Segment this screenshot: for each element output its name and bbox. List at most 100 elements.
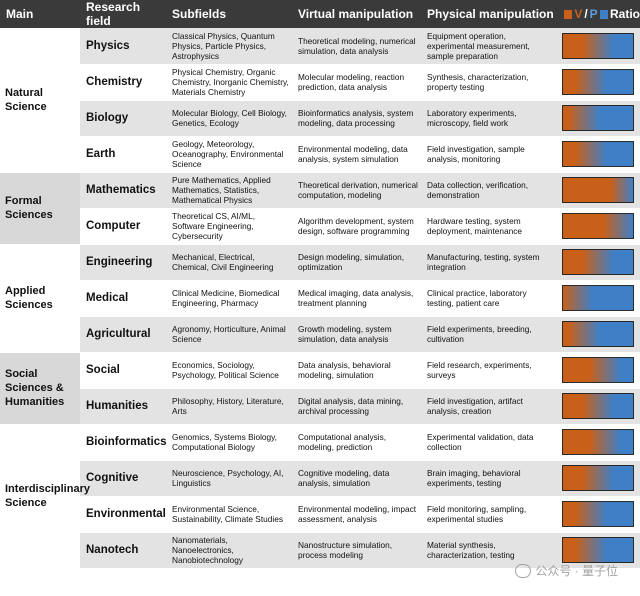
physical-cell: Field investigation, sample analysis, mo… [421, 136, 558, 173]
ratio-cell [558, 136, 640, 173]
physical-cell: Synthesis, characterization, property te… [421, 64, 558, 101]
ratio-cell [558, 64, 640, 101]
physical-legend-swatch [599, 9, 608, 19]
research-field: Engineering [80, 244, 166, 281]
subfields-cell: Theoretical CS, AI/ML, Software Engineer… [166, 208, 292, 245]
table-row: Humanities Philosophy, History, Literatur… [0, 388, 640, 425]
research-field: Computer [80, 208, 166, 245]
ratio-bar [562, 141, 634, 167]
research-field: Physics [80, 28, 166, 65]
virtual-cell: Nanostructure simulation, process modeli… [292, 532, 421, 569]
subfields-cell: Philosophy, History, Literature, Arts [166, 388, 292, 425]
ratio-bar [562, 501, 634, 527]
watermark-text: 公众号 · 量子位 [535, 564, 618, 578]
header-row: Main Research field Subfields Virtual ma… [0, 0, 640, 28]
table-row: Cognitive Neuroscience, Psychology, AI, L… [0, 460, 640, 497]
ratio-cell [558, 28, 640, 65]
virtual-cell: Molecular modeling, reaction prediction,… [292, 64, 421, 101]
research-field: Medical [80, 280, 166, 317]
subfields-cell: Nanomaterials, Nanoelectronics, Nanobiot… [166, 532, 292, 569]
research-field: Cognitive [80, 460, 166, 497]
subfields-cell: Mechanical, Electrical, Chemical, Civil … [166, 244, 292, 281]
ratio-cell [558, 352, 640, 389]
virtual-cell: Theoretical modeling, numerical simulati… [292, 28, 421, 65]
ratio-bar [562, 249, 634, 275]
ratio-bar [562, 285, 634, 311]
research-field: Earth [80, 136, 166, 173]
subfields-cell: Pure Mathematics, Applied Mathematics, S… [166, 172, 292, 209]
virtual-cell: Data analysis, behavioral modeling, simu… [292, 352, 421, 389]
ratio-cell [558, 424, 640, 461]
ratio-bar [562, 465, 634, 491]
table-row: Social Sciences & Humanities Social Econom… [0, 352, 640, 425]
subfields-cell: Clinical Medicine, Biomedical Engineerin… [166, 280, 292, 317]
ratio-cell [558, 208, 640, 245]
virtual-cell: Growth modeling, system simulation, data… [292, 316, 421, 353]
physical-cell: Equipment operation, experimental measur… [421, 28, 558, 65]
physical-cell: Field investigation, artifact analysis, … [421, 388, 558, 425]
virtual-cell: Theoretical derivation, numerical comput… [292, 172, 421, 209]
ratio-cell [558, 172, 640, 209]
ratio-cell [558, 496, 640, 533]
ratio-bar [562, 177, 634, 203]
table-row: Earth Geology, Meteorology, Oceanography,… [0, 136, 640, 173]
virtual-cell: Environmental modeling, data analysis, s… [292, 136, 421, 173]
header-virtual: Virtual manipulation [298, 7, 414, 21]
header-subfields: Subfields [172, 7, 227, 21]
wechat-icon [515, 563, 532, 578]
header-field: Research field [86, 0, 141, 28]
physical-cell: Data collection, verification, demonstra… [421, 172, 558, 209]
physical-cell: Field monitoring, sampling, experimental… [421, 496, 558, 533]
ratio-cell [558, 460, 640, 497]
subfields-cell: Agronomy, Horticulture, Animal Science [166, 316, 292, 353]
table-row: Formal Sciences Mathematics Pure Mathemati… [0, 172, 640, 245]
ratio-cell [558, 388, 640, 425]
research-field: Environmental [80, 496, 166, 533]
research-field: Social [80, 352, 166, 389]
virtual-cell: Digital analysis, data mining, archival … [292, 388, 421, 425]
subfields-cell: Neuroscience, Psychology, AI, Linguistic… [166, 460, 292, 497]
physical-cell: Laboratory experiments, microscopy, fiel… [421, 100, 558, 137]
ratio-bar [562, 213, 634, 239]
subfields-cell: Economics, Sociology, Psychology, Politi… [166, 352, 292, 389]
table-row: Biology Molecular Biology, Cell Biology, … [0, 100, 640, 137]
subfields-cell: Classical Physics, Quantum Physics, Part… [166, 28, 292, 65]
research-field: Humanities [80, 388, 166, 425]
ratio-cell [558, 100, 640, 137]
table-row: Nanotech Nanomaterials, Nanoelectronics, … [0, 532, 640, 569]
header-physical: Physical manipulation [427, 7, 554, 21]
research-field: Bioinformatics [80, 424, 167, 461]
ratio-bar [562, 32, 634, 59]
main-category: Formal Sciences [0, 172, 80, 245]
main-category: Applied Sciences [0, 244, 80, 353]
ratio-bar [562, 393, 634, 419]
header-main: Main [6, 7, 34, 21]
subfields-cell: Molecular Biology, Cell Biology, Genetic… [166, 100, 292, 137]
ratio-cell [558, 532, 640, 569]
table-row: Applied Sciences Engineering Mechanical, E… [0, 244, 640, 353]
header-ratio: V / P Ratio [558, 0, 640, 28]
virtual-cell: Medical imaging, data analysis, treatmen… [292, 280, 421, 317]
table-row: Interdisciplinary Science Bioinformatics G… [0, 424, 640, 569]
watermark: 公众号 · 量子位 [515, 562, 618, 579]
ratio-bar [562, 429, 634, 455]
ratio-bar [562, 69, 634, 95]
ratio-sep: / [584, 7, 588, 21]
ratio-label: Ratio [610, 7, 640, 21]
ratio-p-label: P [589, 7, 598, 21]
research-field: Biology [80, 100, 166, 137]
main-category: Natural Science [0, 28, 80, 173]
ratio-bar [562, 537, 634, 563]
table-row: Medical Clinical Medicine, Biomedical Eng… [0, 280, 640, 317]
virtual-cell: Environmental modeling, impact assessmen… [292, 496, 421, 533]
research-field: Chemistry [80, 64, 166, 101]
physical-cell: Material synthesis, characterization, te… [421, 532, 558, 569]
physical-cell: Hardware testing, system deployment, mai… [421, 208, 558, 245]
table-row: Natural Science Physics Classical Physics,… [0, 28, 640, 173]
subfields-cell: Physical Chemistry, Organic Chemistry, I… [166, 64, 292, 101]
subfields-cell: Genomics, Systems Biology, Computational… [166, 424, 292, 461]
main-category: Social Sciences & Humanities [0, 352, 80, 425]
virtual-cell: Design modeling, simulation, optimizatio… [292, 244, 421, 281]
virtual-cell: Computational analysis, modeling, predic… [292, 424, 421, 461]
physical-cell: Experimental validation, data collection [421, 424, 558, 461]
